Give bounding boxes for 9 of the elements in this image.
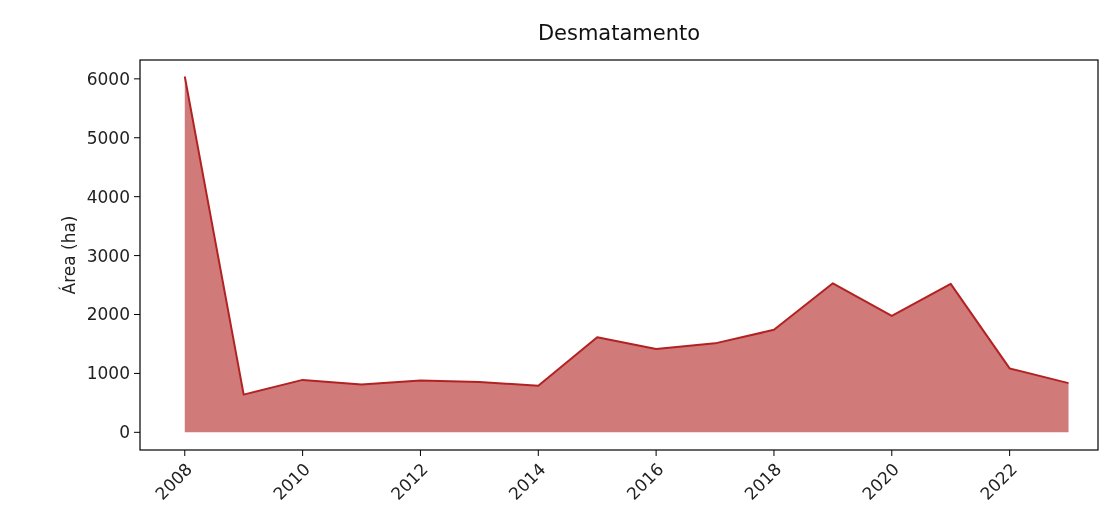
y-tick-label: 1000 xyxy=(86,363,130,384)
y-tick-label: 3000 xyxy=(86,245,130,266)
chart-title: Desmatamento xyxy=(537,21,701,45)
y-tick-label: 5000 xyxy=(86,127,130,148)
y-tick-label: 2000 xyxy=(86,304,130,325)
y-tick-label: 0 xyxy=(119,422,130,443)
y-tick-label: 6000 xyxy=(86,68,130,89)
y-tick-label: 4000 xyxy=(86,186,130,207)
y-axis-title: Área (ha) xyxy=(58,215,79,295)
